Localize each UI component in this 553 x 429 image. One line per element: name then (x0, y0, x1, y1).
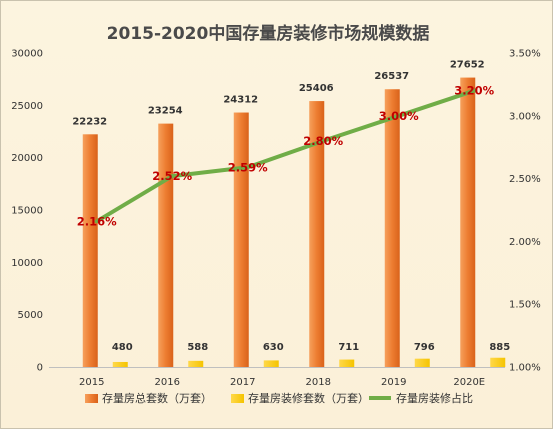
renovation-bar-label: 796 (414, 342, 435, 353)
legend-label: 存量房装修套数（万套） (248, 391, 369, 405)
left-tick-label: 30000 (11, 49, 43, 60)
category-label: 2015 (79, 377, 104, 388)
right-tick-label: 2.50% (509, 174, 541, 185)
renovation-bar (188, 360, 204, 367)
renovation-bar-label: 588 (187, 342, 208, 353)
share-line: 2.16% 2.52% 2.59% 2.80% 3.00% 3.20% (77, 84, 495, 229)
share-label: 2.16% (77, 214, 117, 228)
left-tick-label: 25000 (11, 101, 43, 112)
share-line-path (94, 88, 477, 224)
renovation-bar-label: 630 (263, 342, 284, 353)
left-tick-label: 15000 (11, 206, 43, 217)
right-tick-label: 3.50% (509, 49, 541, 60)
legend-label: 存量房总套数（万套） (102, 391, 212, 405)
right-tick-label: 1.00% (509, 363, 541, 374)
left-tick-label: 0 (37, 363, 43, 374)
category-label: 2019 (381, 377, 406, 388)
share-label: 2.52% (152, 169, 192, 183)
share-label: 2.59% (228, 160, 268, 174)
total-bar-label: 22232 (72, 116, 107, 127)
category-label: 2016 (155, 377, 180, 388)
share-point (397, 114, 401, 118)
share-point (472, 89, 476, 93)
total-bar (82, 134, 98, 367)
total-bar-label: 24312 (223, 95, 258, 106)
category-label: 2017 (230, 377, 255, 388)
total-bar (309, 101, 325, 368)
share-point (246, 165, 250, 169)
renovation-bar-label: 885 (489, 342, 510, 353)
left-tick-label: 10000 (11, 258, 43, 269)
share-point (321, 139, 325, 143)
total-bar-label: 26537 (374, 71, 409, 82)
legend-swatch (85, 394, 98, 403)
category-label: 2020E (453, 377, 485, 388)
bars: 22232 480 23254 588 24312 630 25406 711 26537 796… (72, 60, 510, 368)
left-tick-label: 20000 (11, 153, 43, 164)
left-axis: 0 5000 10000 15000 20000 25000 30000 (11, 49, 43, 374)
total-bar (233, 112, 249, 368)
renovation-bar (414, 358, 430, 367)
renovation-bar-label: 480 (112, 342, 133, 353)
right-axis: 1.00% 1.50% 2.00% 2.50% 3.00% 3.50% (509, 49, 541, 374)
right-tick-label: 1.50% (509, 300, 541, 311)
legend-swatch (231, 394, 244, 403)
x-axis: 2015 2016 2017 2018 2019 2020E (49, 367, 505, 388)
total-bar-label: 25406 (299, 83, 334, 94)
total-bar (384, 89, 400, 367)
category-label: 2018 (306, 377, 331, 388)
share-label: 3.00% (379, 109, 419, 123)
total-bar (158, 123, 174, 368)
legend: 存量房总套数（万套） 存量房装修套数（万套） 存量房装修占比 (85, 391, 473, 405)
renovation-bar (263, 360, 279, 367)
total-bar-label: 27652 (450, 60, 485, 71)
right-tick-label: 3.00% (509, 111, 541, 122)
renovation-bar (339, 359, 355, 367)
share-label: 3.20% (454, 84, 494, 98)
right-tick-label: 2.00% (509, 237, 541, 248)
renovation-bar (112, 361, 128, 367)
share-point (95, 219, 99, 223)
chart-title: 2015-2020中国存量房装修市场规模数据 (107, 23, 430, 44)
renovation-bar-label: 711 (338, 342, 359, 353)
total-bar-label: 23254 (148, 106, 183, 117)
legend-label: 存量房装修占比 (396, 391, 473, 405)
renovation-bar (490, 357, 506, 367)
left-tick-label: 5000 (18, 310, 43, 321)
share-label: 2.80% (303, 134, 343, 148)
total-bar (460, 77, 476, 367)
share-point (170, 174, 174, 178)
